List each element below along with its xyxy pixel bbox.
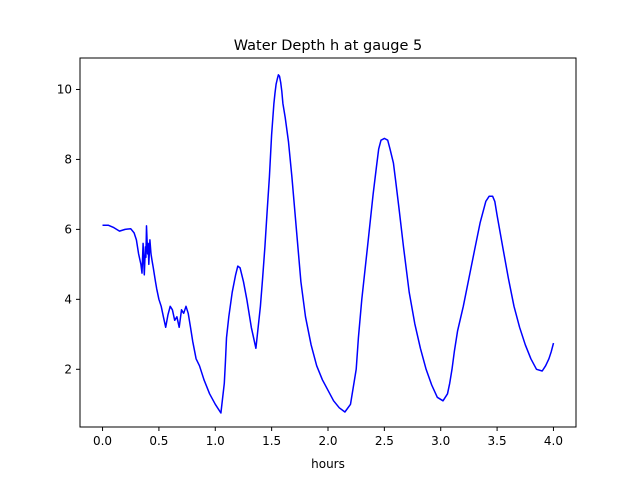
- x-tick-label: 0.5: [149, 434, 168, 448]
- x-tick-label: 1.0: [206, 434, 225, 448]
- y-tick-label: 4: [64, 292, 72, 306]
- series-line: [102, 74, 555, 414]
- chart-title: Water Depth h at gauge 5: [234, 38, 422, 54]
- plot-frame: [79, 57, 577, 428]
- x-tick-label: 0.0: [93, 434, 112, 448]
- series-group: [102, 74, 555, 414]
- y-tick-label: 10: [57, 82, 72, 96]
- y-tick-label: 2: [64, 362, 72, 376]
- x-tick-label: 2.0: [318, 434, 337, 448]
- x-axis-label: hours: [311, 457, 345, 471]
- y-tick-label: 8: [64, 152, 72, 166]
- x-tick-label: 2.5: [375, 434, 394, 448]
- y-tick-label: 6: [64, 222, 72, 236]
- axis-ticks: 0.0 0.5 1.0 1.5 2.0 2.5 3.0 3.5 4.0 2 4 6 8 10: [57, 82, 563, 448]
- x-tick-label: 3.0: [431, 434, 450, 448]
- x-tick-label: 4.0: [544, 434, 563, 448]
- x-tick-label: 1.5: [262, 434, 281, 448]
- x-tick-label: 3.5: [488, 434, 507, 448]
